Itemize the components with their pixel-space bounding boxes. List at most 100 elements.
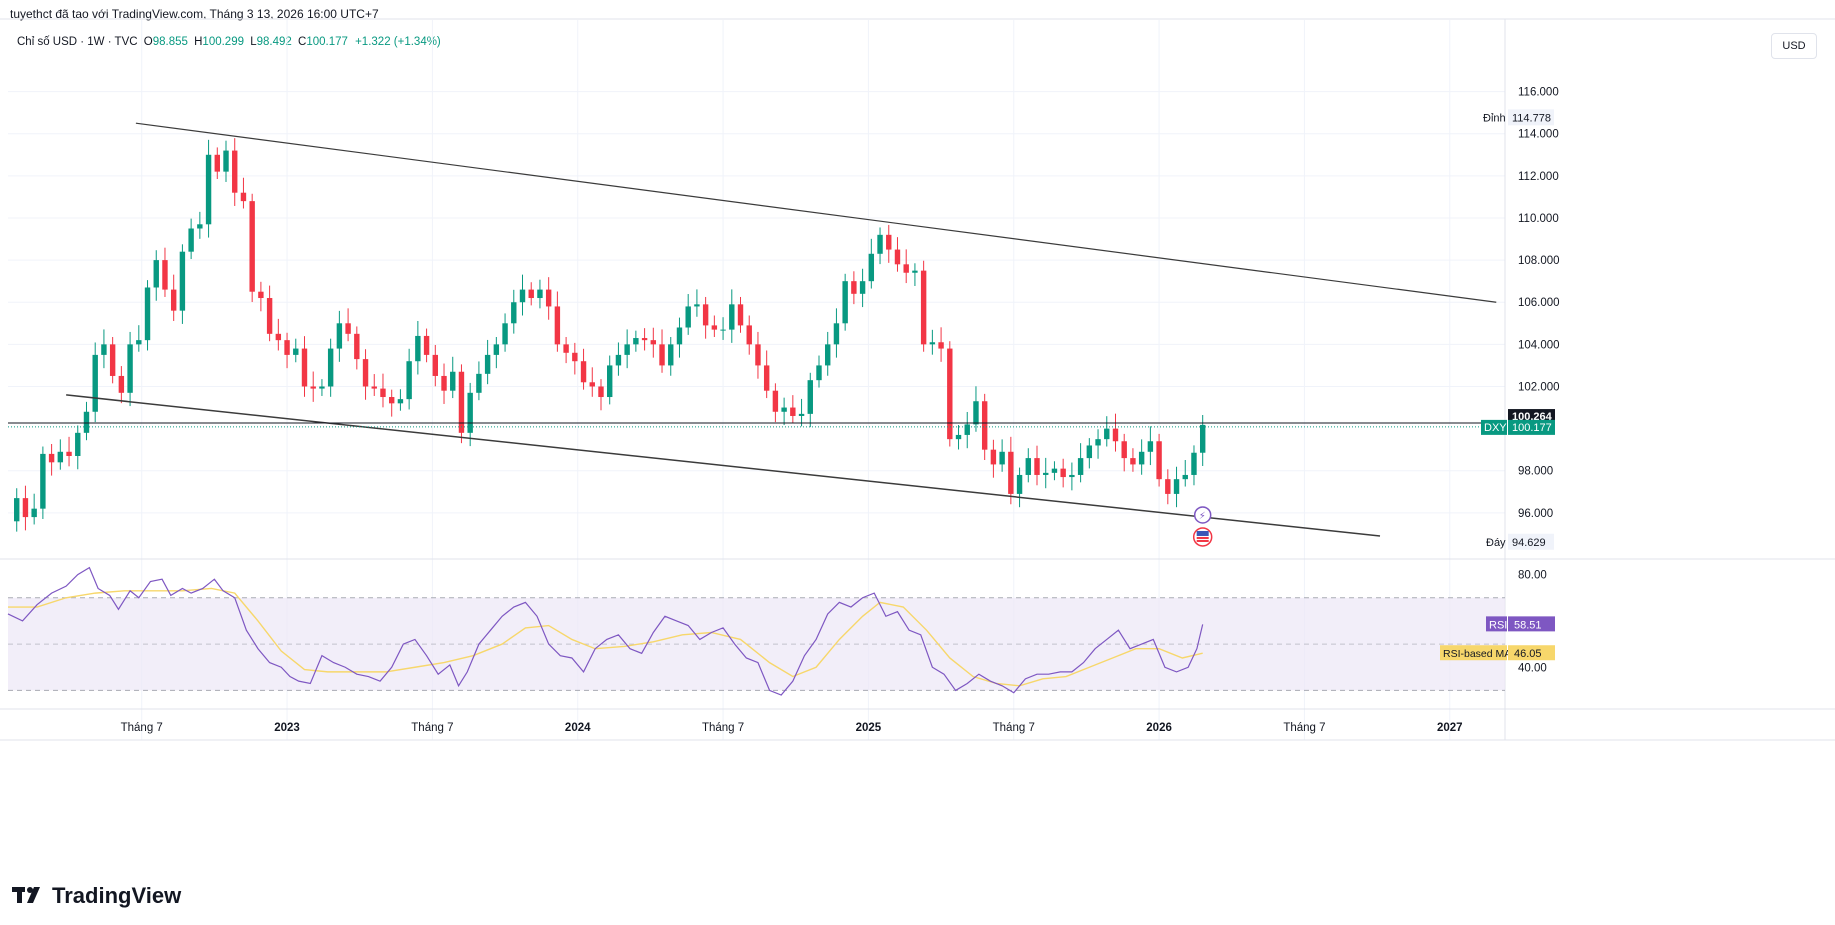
candle-body[interactable] bbox=[702, 304, 709, 326]
candle-body[interactable] bbox=[1060, 468, 1066, 478]
candle-body[interactable] bbox=[92, 354, 98, 412]
candle-body[interactable] bbox=[266, 298, 273, 334]
candle-body[interactable] bbox=[833, 323, 840, 345]
lower-trendline[interactable] bbox=[66, 394, 1381, 537]
candle-body[interactable] bbox=[232, 150, 238, 193]
candle-body[interactable] bbox=[1043, 472, 1049, 475]
candle-body[interactable] bbox=[964, 424, 970, 435]
candle-body[interactable] bbox=[737, 304, 744, 326]
candle-body[interactable] bbox=[894, 249, 901, 265]
candle-body[interactable] bbox=[920, 270, 927, 345]
candle-body[interactable] bbox=[1130, 458, 1136, 465]
candle-body[interactable] bbox=[842, 281, 848, 324]
rsi-ma-line[interactable] bbox=[8, 587, 1203, 687]
candle-body[interactable] bbox=[170, 289, 177, 311]
candle-body[interactable] bbox=[955, 434, 962, 440]
candle-body[interactable] bbox=[790, 407, 796, 416]
candle-body[interactable] bbox=[75, 432, 81, 456]
currency-button[interactable]: USD bbox=[1771, 33, 1817, 59]
candle-body[interactable] bbox=[772, 390, 779, 412]
candle-body[interactable] bbox=[938, 342, 944, 349]
candle-body[interactable] bbox=[572, 352, 578, 362]
candle-body[interactable] bbox=[327, 348, 334, 387]
candle-body[interactable] bbox=[729, 304, 735, 330]
candle-body[interactable] bbox=[1156, 441, 1162, 480]
candle-body[interactable] bbox=[1077, 458, 1084, 475]
candle-body[interactable] bbox=[554, 306, 561, 345]
candle-body[interactable] bbox=[659, 344, 665, 366]
candle-body[interactable] bbox=[859, 281, 866, 294]
candle-body[interactable] bbox=[450, 371, 456, 391]
candle-body[interactable] bbox=[912, 270, 918, 273]
candle-body[interactable] bbox=[624, 344, 630, 355]
candle-body[interactable] bbox=[275, 333, 282, 341]
candle-body[interactable] bbox=[1199, 424, 1206, 453]
candle-body[interactable] bbox=[1008, 451, 1014, 494]
candle-body[interactable] bbox=[947, 348, 953, 440]
candle-body[interactable] bbox=[929, 342, 936, 345]
candle-body[interactable] bbox=[903, 264, 909, 273]
candle-body[interactable] bbox=[1138, 451, 1145, 465]
candle-body[interactable] bbox=[432, 354, 439, 376]
candle-body[interactable] bbox=[1104, 428, 1110, 440]
candle-body[interactable] bbox=[258, 291, 264, 299]
candle-body[interactable] bbox=[188, 228, 194, 252]
candle-body[interactable] bbox=[476, 373, 482, 393]
candle-body[interactable] bbox=[1182, 474, 1188, 480]
upper-trendline[interactable] bbox=[135, 122, 1497, 303]
candle-body[interactable] bbox=[127, 344, 133, 393]
candle-body[interactable] bbox=[580, 361, 587, 383]
candle-body[interactable] bbox=[545, 289, 552, 307]
candle-body[interactable] bbox=[641, 338, 648, 341]
candle-body[interactable] bbox=[144, 287, 151, 341]
legend-symbol[interactable]: Chỉ số USD · 1W · TVC bbox=[17, 36, 138, 48]
candle-body[interactable] bbox=[519, 289, 526, 303]
candle-body[interactable] bbox=[1025, 458, 1031, 475]
candle-body[interactable] bbox=[990, 449, 997, 465]
candle-body[interactable] bbox=[877, 234, 883, 254]
candle-body[interactable] bbox=[973, 401, 979, 425]
candle-body[interactable] bbox=[746, 325, 752, 345]
candle-body[interactable] bbox=[868, 253, 875, 282]
candle-body[interactable] bbox=[388, 397, 395, 404]
candle-body[interactable] bbox=[755, 344, 761, 366]
candle-body[interactable] bbox=[22, 498, 29, 518]
candle-body[interactable] bbox=[711, 325, 718, 330]
candle-body[interactable] bbox=[1173, 479, 1180, 494]
candle-body[interactable] bbox=[354, 333, 360, 360]
candle-body[interactable] bbox=[607, 365, 613, 398]
tradingview-logo[interactable]: TradingView bbox=[12, 883, 181, 909]
candle-body[interactable] bbox=[319, 386, 325, 389]
candle-body[interactable] bbox=[886, 234, 892, 250]
candle-body[interactable] bbox=[825, 344, 831, 366]
candle-body[interactable] bbox=[240, 192, 247, 202]
candle-body[interactable] bbox=[1034, 458, 1040, 475]
rsi-line[interactable] bbox=[7, 566, 1204, 696]
candle-body[interactable] bbox=[615, 354, 622, 366]
candle-body[interactable] bbox=[153, 260, 159, 288]
candle-body[interactable] bbox=[380, 388, 386, 398]
candle-body[interactable] bbox=[467, 392, 473, 433]
candle-body[interactable] bbox=[284, 340, 290, 355]
candle-body[interactable] bbox=[511, 302, 517, 324]
candle-body[interactable] bbox=[493, 344, 500, 355]
candle-body[interactable] bbox=[66, 451, 72, 456]
candle-body[interactable] bbox=[598, 386, 604, 398]
candle-body[interactable] bbox=[1069, 474, 1075, 478]
candle-body[interactable] bbox=[720, 329, 726, 331]
candle-body[interactable] bbox=[851, 281, 857, 294]
candle-body[interactable] bbox=[1112, 428, 1119, 442]
candle-body[interactable] bbox=[223, 150, 229, 172]
candle-body[interactable] bbox=[458, 371, 465, 433]
candle-body[interactable] bbox=[781, 407, 787, 412]
lightning-icon[interactable] bbox=[1193, 506, 1212, 524]
candle-body[interactable] bbox=[162, 260, 168, 290]
candle-body[interactable] bbox=[415, 335, 421, 362]
candle-body[interactable] bbox=[293, 348, 299, 355]
candle-body[interactable] bbox=[1121, 441, 1127, 459]
candle-body[interactable] bbox=[763, 365, 770, 391]
candle-body[interactable] bbox=[406, 361, 412, 400]
candle-body[interactable] bbox=[589, 382, 595, 387]
candle-body[interactable] bbox=[423, 335, 430, 355]
candle-body[interactable] bbox=[371, 386, 377, 389]
